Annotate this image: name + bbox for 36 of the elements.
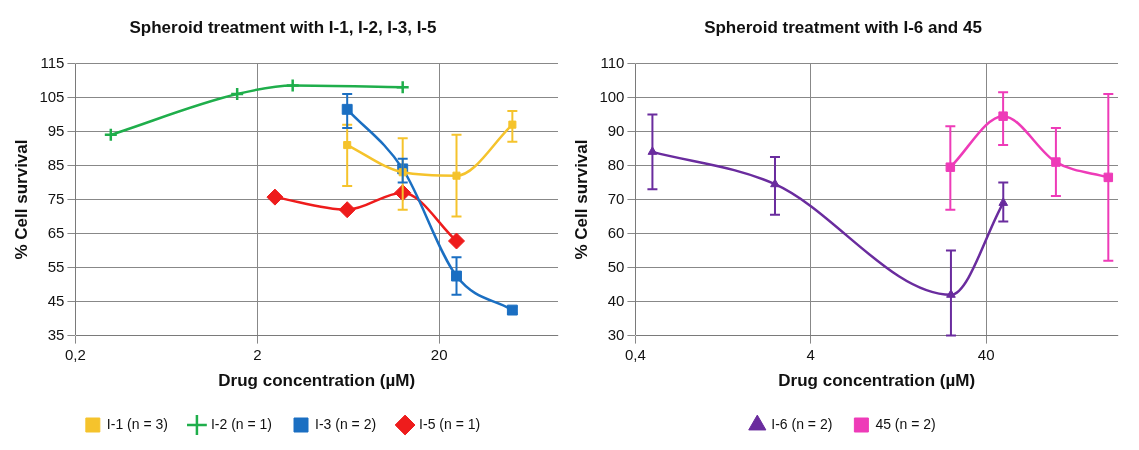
y-tick-label: 65 — [47, 223, 65, 241]
chart-title: Spheroid treatment with I-6 and 45 — [704, 17, 982, 37]
x-tick-label: 0,2 — [65, 345, 86, 363]
y-tick-label: 110 — [600, 53, 625, 71]
x-tick-label: 20 — [430, 345, 448, 363]
y-tick-label: 80 — [607, 155, 625, 173]
y-tick-label: 30 — [607, 325, 625, 343]
x-axis-title: Drug concentration (µM) — [778, 371, 976, 391]
legend-label: 45 (n = 2) — [875, 415, 936, 432]
y-tick-label: 40 — [607, 291, 625, 309]
x-tick-label: 40 — [977, 345, 995, 363]
y-tick-label: 90 — [607, 121, 625, 139]
x-tick-label: 4 — [806, 345, 815, 363]
x-axis-title: Drug concentration (µM) — [218, 371, 416, 391]
x-tick-label: 2 — [253, 345, 262, 363]
y-tick-label: 70 — [607, 189, 625, 207]
y-tick-label: 55 — [47, 257, 65, 275]
x-tick-label: 0,4 — [625, 345, 646, 363]
y-tick-label: 95 — [47, 121, 65, 139]
y-tick-label: 35 — [47, 325, 65, 343]
legend-label: I-5 (n = 1) — [419, 415, 481, 432]
legend-label: I-6 (n = 2) — [771, 415, 833, 432]
y-axis-title: % Cell survival — [571, 139, 591, 260]
legend-label: I-3 (n = 2) — [315, 415, 377, 432]
legend-label: I-2 (n = 1) — [210, 415, 273, 432]
y-tick-label: 115 — [40, 53, 65, 71]
y-axis-title: % Cell survival — [11, 139, 31, 260]
y-tick-label: 105 — [39, 87, 65, 105]
y-tick-label: 50 — [607, 257, 625, 275]
y-tick-label: 60 — [607, 223, 625, 241]
y-tick-label: 100 — [599, 87, 625, 105]
legend-label: I-1 (n = 3) — [106, 415, 168, 432]
y-tick-label: 45 — [47, 291, 65, 309]
chart-title: Spheroid treatment with I-1, I-2, I-3, I-5 — [129, 17, 437, 37]
y-tick-label: 85 — [47, 155, 65, 173]
y-tick-label: 75 — [47, 189, 65, 207]
